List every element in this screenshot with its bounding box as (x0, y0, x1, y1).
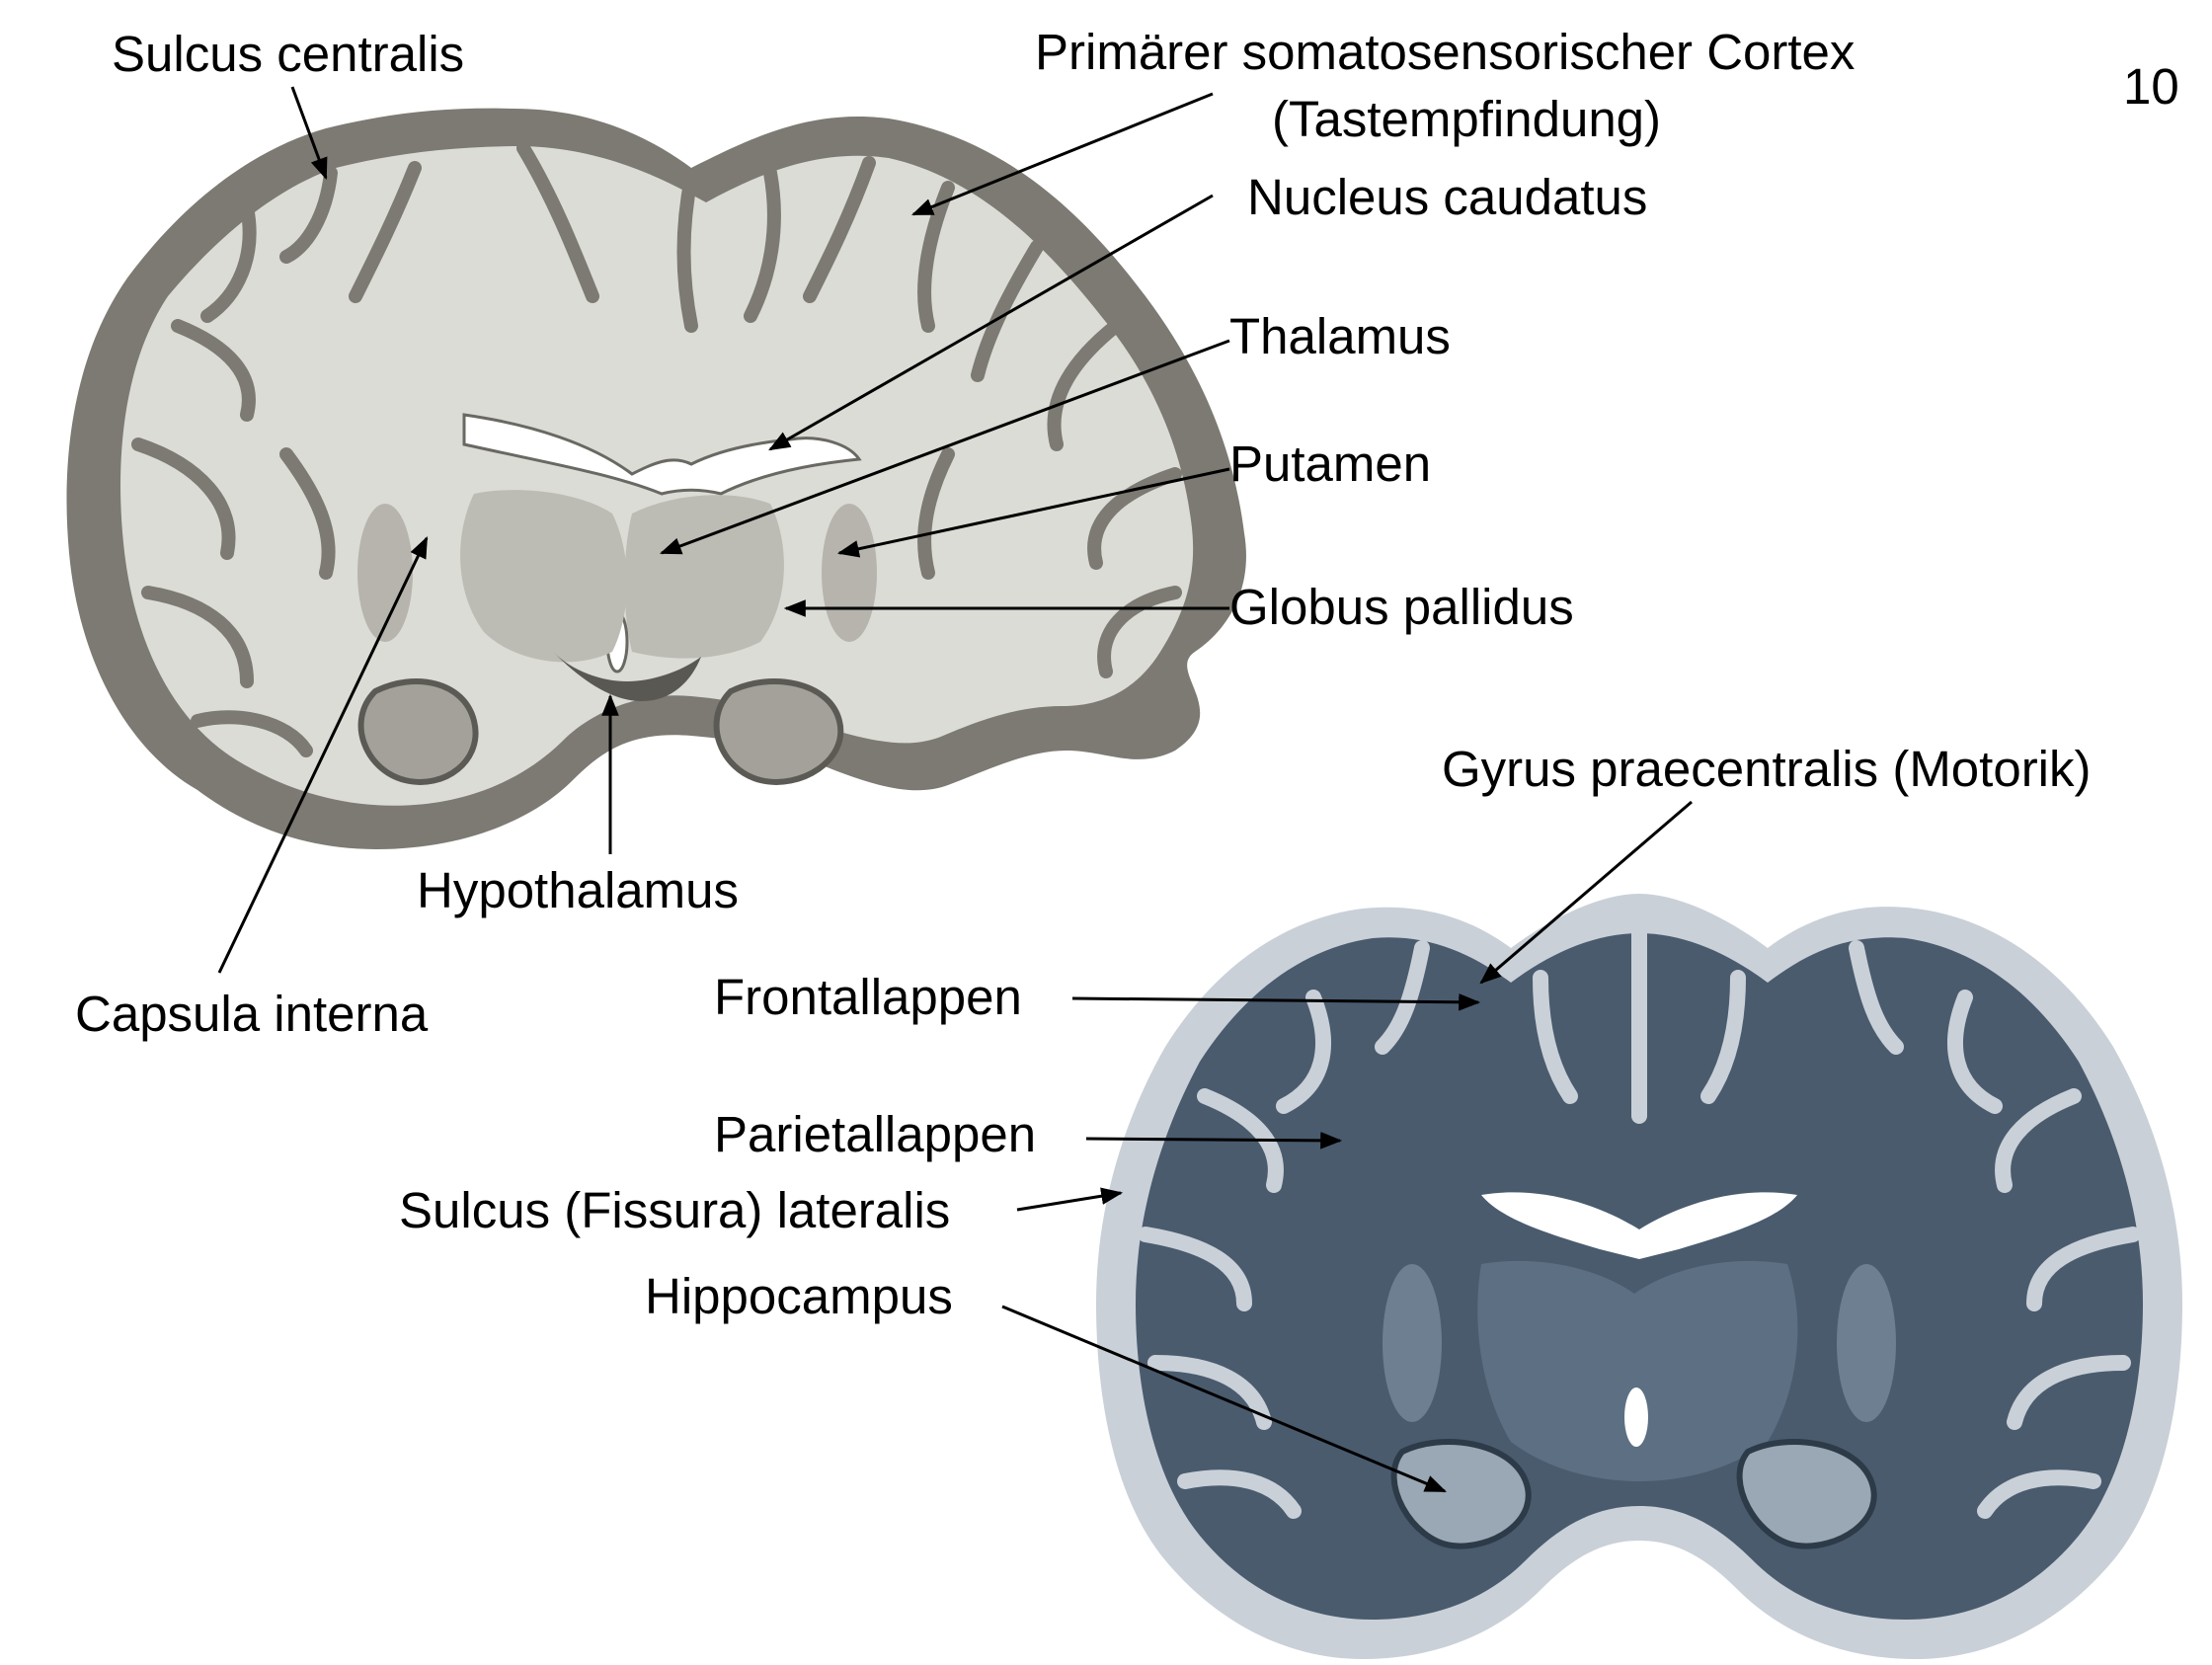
arrow-parietallappen (1085, 1132, 1343, 1150)
arrow-capsula-interna (217, 536, 429, 974)
top-section-thalamus (460, 490, 627, 663)
label-putamen: Putamen (1229, 436, 1431, 492)
top-brain-section (66, 108, 1246, 849)
bottom-section-sulci (1138, 925, 2141, 1519)
label-sulcus-centralis: Sulcus centralis (112, 26, 464, 82)
label-globus-pallidus: Globus pallidus (1229, 579, 1574, 635)
label-frontallappen: Frontallappen (714, 969, 1022, 1025)
arrow-frontallappen (1071, 993, 1481, 1011)
arrow-gyrus-praecentralis (1479, 800, 1693, 985)
top-section-putamen-left (357, 504, 413, 642)
label-thalamus: Thalamus (1229, 308, 1451, 364)
bottom-section-thalamus (1477, 1260, 1798, 1481)
bottom-section-white-matter (1136, 933, 2143, 1620)
label-primary-somatosensory-line1: Primärer somatosensorischer Cortex (1035, 24, 1855, 80)
top-section-putamen-right (822, 504, 877, 642)
top-section-hypothalamus (553, 652, 701, 701)
arrow-hippocampus (1001, 1305, 1448, 1493)
label-primary-somatosensory-line2: (Tastempfindung) (1272, 91, 1661, 147)
top-section-ventricles (462, 413, 862, 496)
bottom-section-ventricles (1481, 1192, 1797, 1259)
bottom-section-putamen-right (1837, 1264, 1896, 1422)
label-parietallappen: Parietallappen (714, 1106, 1036, 1162)
top-section-hippocampi (357, 678, 844, 785)
label-capsula-interna: Capsula interna (75, 986, 429, 1042)
label-gyrus-praecentralis: Gyrus praecentralis (Motorik) (1442, 741, 2092, 797)
page-number: 10 (2123, 58, 2179, 115)
label-hippocampus: Hippocampus (645, 1268, 953, 1324)
label-nucleus-caudatus: Nucleus caudatus (1247, 169, 1647, 225)
bottom-section-third-ventricle (1624, 1388, 1648, 1447)
leader-lines (217, 86, 1693, 1493)
bottom-brain-section (1096, 894, 2182, 1659)
arrow-sulcus-lateralis (1016, 1187, 1124, 1212)
label-sulcus-lateralis: Sulcus (Fissura) lateralis (399, 1182, 950, 1238)
top-section-gyri (131, 141, 1182, 757)
label-hypothalamus: Hypothalamus (417, 862, 739, 918)
top-section-thalamus-right (624, 495, 784, 659)
arrow-nucleus-caudatus (768, 194, 1214, 451)
arrow-primary-somatosensory (910, 92, 1214, 216)
arrow-sulcus-centralis (290, 86, 328, 181)
bottom-section-putamen-left (1382, 1264, 1442, 1422)
bottom-section-hippocampi (1390, 1439, 1877, 1549)
arrow-putamen (836, 467, 1230, 558)
arrow-thalamus (659, 339, 1230, 555)
